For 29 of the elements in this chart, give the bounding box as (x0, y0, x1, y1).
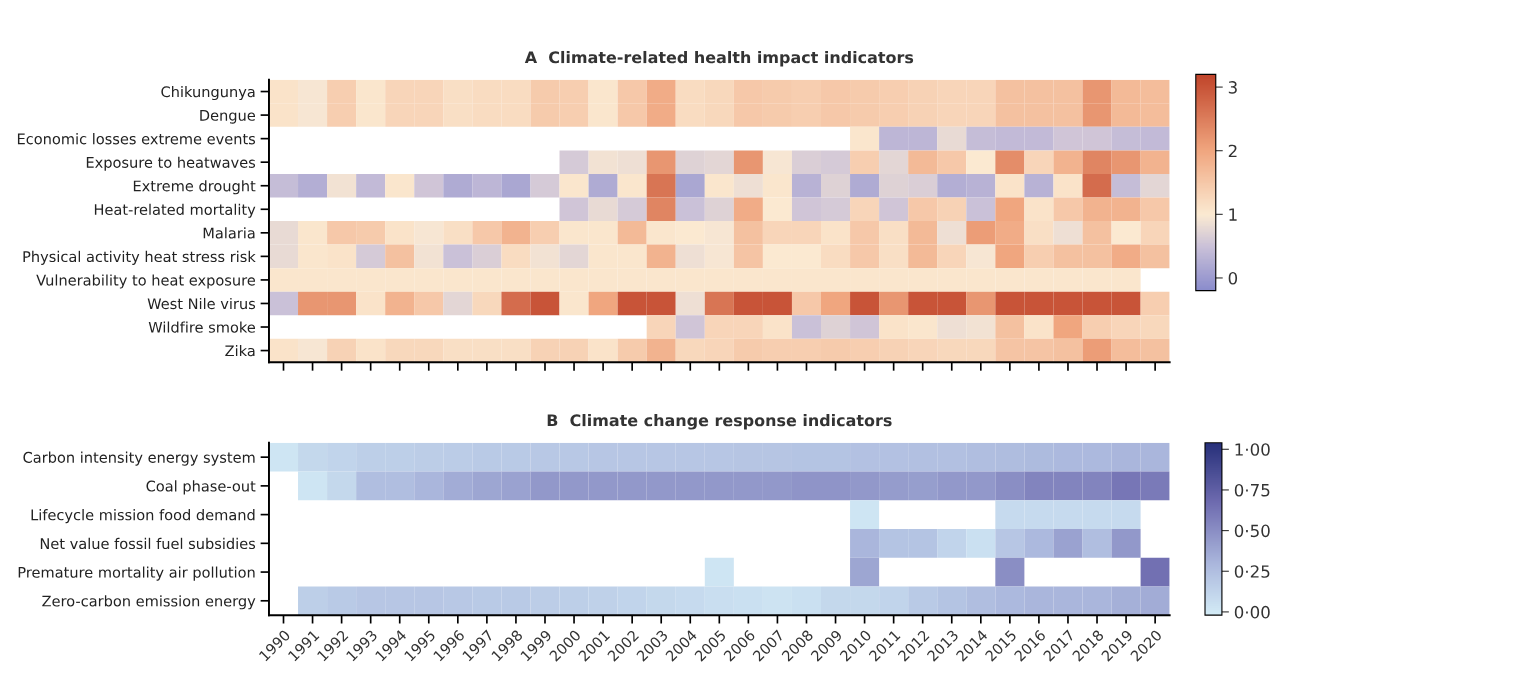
y-tick-label: Extreme drought (133, 180, 256, 195)
y-tick-label: Economic losses extreme events (17, 133, 256, 145)
y-tick-label: Physical activity heat stress risk (23, 250, 256, 265)
y-tick-label: West Nile virus (147, 297, 256, 310)
y-tick-label: Premature mortality air pollution (18, 566, 255, 581)
y-tick-label: Lifecycle mission food demand (31, 509, 255, 524)
y-tick-label: Net value fossil fuel subsidies (40, 537, 256, 550)
color-bar-label: 0·50 (1234, 524, 1270, 538)
y-tick-label: Zika (225, 345, 255, 357)
y-tick-label: Vulnerability to heat exposure (36, 274, 255, 289)
chart-title: A Climate-related health impact indicators (524, 50, 914, 67)
y-tick-label: Wildfire smoke (148, 321, 256, 333)
color-bar-label: 2 (1228, 144, 1237, 158)
color-bar-label: 3 (1228, 81, 1237, 94)
y-tick-label: Carbon intensity energy system (23, 451, 255, 466)
y-tick-label: Chikungunya (161, 86, 255, 101)
color-bar-label: 0 (1228, 271, 1238, 285)
y-tick-label: Zero-carbon emission energy (42, 595, 256, 610)
color-bar-label: 0·00 (1234, 605, 1270, 619)
color-bar-label: 0·75 (1234, 483, 1270, 497)
y-tick-label: Exposure to heatwaves (86, 156, 256, 171)
y-tick-label: Heat-related mortality (94, 203, 256, 218)
chart-title: B Climate change response indicators (547, 413, 892, 430)
y-tick-label: Dengue (200, 110, 255, 124)
color-bar-label: 1·00 (1235, 443, 1270, 456)
y-tick-label: Malaria (203, 227, 255, 239)
y-tick-label: Coal phase-out (146, 480, 256, 495)
color-bar-label: 0·25 (1234, 565, 1270, 578)
color-bar-label: 1 (1229, 208, 1237, 221)
